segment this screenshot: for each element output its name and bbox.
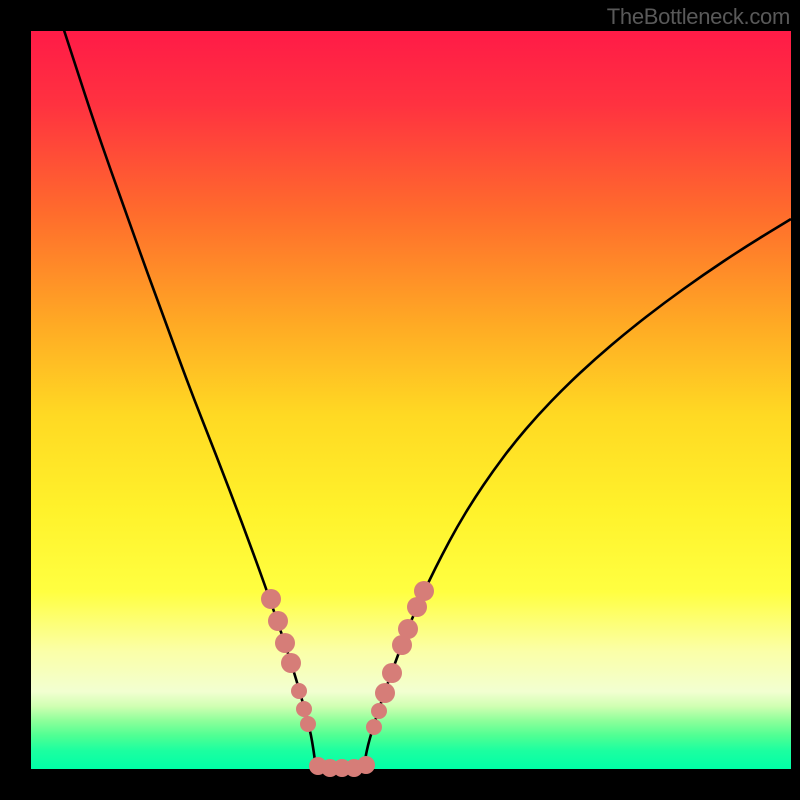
data-marker (357, 756, 375, 774)
data-marker (366, 719, 382, 735)
data-marker (398, 619, 418, 639)
curve-right (364, 219, 791, 767)
watermark-text: TheBottleneck.com (607, 4, 790, 30)
data-marker (268, 611, 288, 631)
data-marker (414, 581, 434, 601)
data-marker (275, 633, 295, 653)
data-marker (291, 683, 307, 699)
data-marker (261, 589, 281, 609)
data-marker (296, 701, 312, 717)
data-marker (382, 663, 402, 683)
markers-group (261, 581, 434, 777)
data-marker (371, 703, 387, 719)
curve-layer (31, 31, 791, 769)
data-marker (375, 683, 395, 703)
data-marker (281, 653, 301, 673)
plot-area (31, 31, 791, 769)
curve-left (61, 21, 316, 767)
data-marker (300, 716, 316, 732)
